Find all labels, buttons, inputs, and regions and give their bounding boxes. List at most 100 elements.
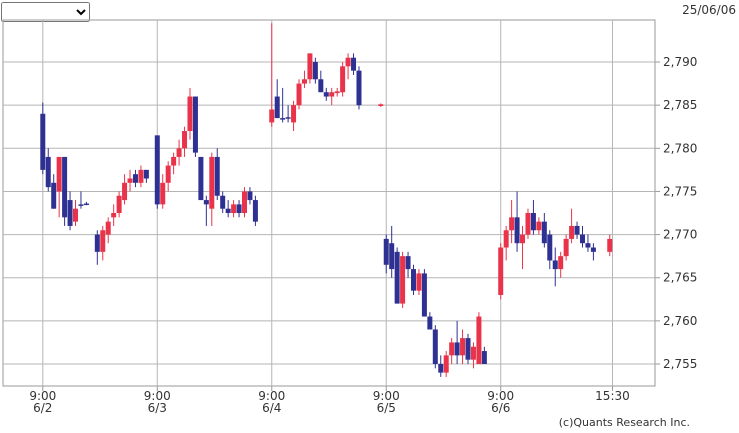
candle-body (378, 104, 384, 107)
candle-body (481, 351, 487, 364)
candle-body (569, 225, 575, 239)
period-select[interactable] (1, 2, 90, 22)
x-tick-label: 9:00 (373, 389, 400, 403)
candle-body (242, 191, 248, 214)
candle-body (269, 109, 275, 123)
candle-body (389, 243, 395, 270)
candle-body (394, 251, 400, 304)
candle-body (83, 203, 89, 206)
candle-body (192, 96, 198, 153)
candle-body (247, 191, 253, 201)
candle-body (563, 238, 569, 257)
candle-body (160, 182, 166, 205)
candle-body (454, 342, 460, 356)
y-tick-label: 2,790 (663, 55, 697, 69)
candle-body (231, 204, 237, 214)
candle-body (307, 53, 313, 80)
candle-body (574, 225, 580, 235)
candle-body (116, 195, 122, 214)
candle-body (220, 195, 226, 209)
candle-body (558, 256, 564, 270)
candle-body (383, 238, 389, 265)
candle-body (67, 200, 73, 226)
candle-body (323, 92, 329, 97)
candle-body (209, 156, 215, 209)
candle-body (541, 221, 547, 244)
date-label: 25/06/06 (682, 3, 736, 17)
candle-body (274, 96, 280, 119)
candle-body (154, 135, 160, 205)
candle-body (236, 204, 242, 214)
x-tick-label: 6/6 (491, 401, 510, 415)
x-tick-label: 6/3 (148, 401, 167, 415)
candle-body (203, 200, 209, 205)
candle-body (171, 156, 177, 166)
candle-body (547, 234, 553, 261)
candle-body (334, 91, 340, 94)
candle-body (585, 243, 591, 248)
candle-body (73, 208, 79, 222)
candle-body (176, 148, 182, 157)
candle-body (312, 62, 318, 80)
candle-body (94, 234, 100, 252)
candle-body (421, 273, 427, 317)
candle-body (187, 96, 193, 132)
candle-body (138, 169, 144, 183)
y-tick-label: 2,775 (663, 184, 697, 198)
candle-body (356, 70, 362, 106)
candle-body (51, 182, 57, 209)
candle-body (318, 79, 324, 93)
candle-body (503, 230, 509, 248)
candle-body (127, 178, 133, 183)
candle-body (40, 113, 46, 170)
y-tick-label: 2,780 (663, 141, 697, 155)
candle-body (432, 329, 438, 364)
candle-body (460, 338, 466, 356)
candle-body (427, 316, 433, 330)
candle-body (56, 156, 62, 192)
candle-body (579, 234, 585, 244)
candle-body (329, 92, 335, 97)
candle-body (514, 217, 520, 244)
candle-body (470, 346, 476, 360)
x-tick-label: 6/4 (262, 401, 281, 415)
y-tick-label: 2,765 (663, 271, 697, 285)
candle-body (198, 156, 204, 201)
candle-body (296, 83, 302, 106)
plot-frame (2, 19, 656, 387)
candle-body (345, 57, 351, 67)
candle-body (498, 247, 504, 295)
candle-body (122, 182, 128, 201)
x-tick-label: 6/2 (33, 401, 52, 415)
candle-body (340, 66, 346, 93)
candle-body (509, 217, 515, 231)
candle-body (351, 57, 357, 71)
x-tick-label: 6/5 (377, 401, 396, 415)
x-tick-label: 9:00 (487, 389, 514, 403)
candle-body (400, 256, 406, 304)
candle-body (143, 169, 149, 179)
candle-body (111, 213, 117, 218)
candle-body (132, 174, 138, 183)
candle-body (410, 269, 416, 291)
candle-body (525, 213, 531, 235)
candle-body (78, 204, 84, 206)
candle-body (476, 316, 482, 364)
candle-body (443, 355, 449, 373)
candle-body (165, 165, 171, 183)
candle-body (252, 200, 258, 222)
x-tick-label: 15:30 (595, 389, 630, 403)
candle-body (438, 363, 444, 373)
candle-body (536, 221, 542, 231)
y-tick-label: 2,760 (663, 314, 697, 328)
x-tick-label: 9:00 (29, 389, 56, 403)
candle-body (449, 342, 455, 356)
credit: (c)Quants Research Inc. (559, 416, 690, 429)
y-tick-label: 2,770 (663, 228, 697, 242)
candle-body (225, 208, 231, 214)
candle-body (280, 118, 286, 120)
candle-body (607, 238, 613, 252)
candle-body (285, 117, 291, 119)
